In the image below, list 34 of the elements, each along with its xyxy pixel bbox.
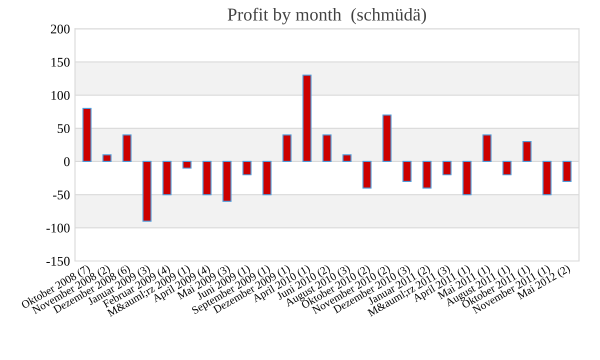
bar	[402, 160, 412, 182]
bar	[302, 74, 312, 162]
y-tick-label: 200	[50, 24, 70, 34]
bar	[522, 141, 532, 162]
y-tick-label: -150	[46, 256, 70, 266]
bar	[362, 160, 372, 189]
bar	[342, 154, 352, 162]
bar	[102, 154, 112, 162]
y-tick-label: 0	[64, 157, 70, 166]
bar	[222, 160, 232, 202]
bar	[142, 160, 152, 222]
bar	[242, 160, 252, 176]
bar	[562, 160, 572, 182]
bar	[422, 160, 432, 189]
y-tick-label: 150	[52, 58, 70, 67]
bar	[282, 134, 292, 162]
bar	[82, 108, 92, 162]
y-tick-label: -100	[46, 224, 70, 233]
bar	[542, 160, 552, 196]
bar	[442, 160, 452, 176]
bar	[122, 134, 132, 162]
bar	[202, 160, 212, 196]
bar	[182, 160, 192, 169]
y-tick-label: 50	[58, 124, 70, 134]
bar	[322, 134, 332, 162]
bar	[162, 160, 172, 196]
bar	[482, 134, 492, 162]
bar	[382, 114, 392, 162]
bar	[462, 160, 472, 196]
bar	[502, 160, 512, 176]
chart-title: Profit by month (schmüdä)	[228, 8, 426, 24]
bar	[262, 160, 272, 196]
y-tick-label: -50	[53, 190, 70, 200]
y-tick-label: 100	[52, 90, 70, 100]
